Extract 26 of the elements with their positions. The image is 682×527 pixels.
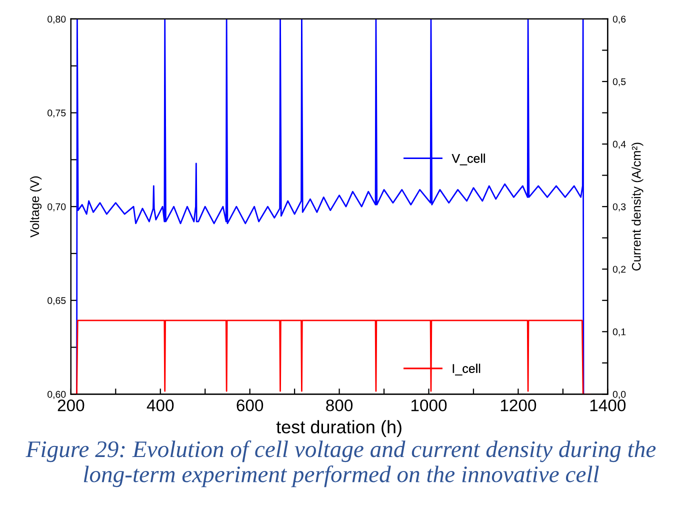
caption: Figure 29: Evolution of cell voltage and current density during the long-term experiment performed on the innovative cell — [26, 440, 656, 488]
x-tick-label: 1400 — [590, 399, 626, 412]
x-tick-label: 400 — [146, 399, 174, 412]
y2-tick-label: 0,4 — [612, 140, 626, 149]
y2-tick-label: 0,5 — [612, 78, 626, 86]
y2-tick-label: 0,0 — [612, 390, 626, 399]
y-tick-label: 0,80 — [48, 16, 66, 24]
legend-label: V_cell — [452, 154, 485, 166]
x-tick-label: 200 — [58, 399, 84, 412]
y-axis-title: Voltage (V) — [30, 176, 42, 238]
y-tick-label: 0,65 — [48, 297, 66, 306]
y-tick-label: 0,70 — [48, 203, 66, 212]
x-tick-label: 1200 — [500, 399, 536, 412]
y2-tick-label: 0,2 — [612, 266, 626, 274]
y-tick-label: 0,75 — [48, 110, 66, 118]
y2-tick-label: 0,6 — [612, 16, 626, 24]
line-series — [76, 18, 584, 394]
x-axis-title: test duration (h) — [276, 420, 402, 437]
x-tick-label: 800 — [326, 399, 353, 412]
y2-tick-label: 0,3 — [612, 203, 626, 212]
x-tick-label: 600 — [236, 399, 264, 412]
y-tick-label: 0,60 — [48, 390, 66, 399]
x-tick-label: 1000 — [411, 399, 447, 412]
legend-label: I_cell — [452, 364, 480, 376]
y2-tick-label: 0,1 — [612, 328, 626, 336]
y2-axis-title: Current density (A/cm²) — [632, 142, 644, 271]
